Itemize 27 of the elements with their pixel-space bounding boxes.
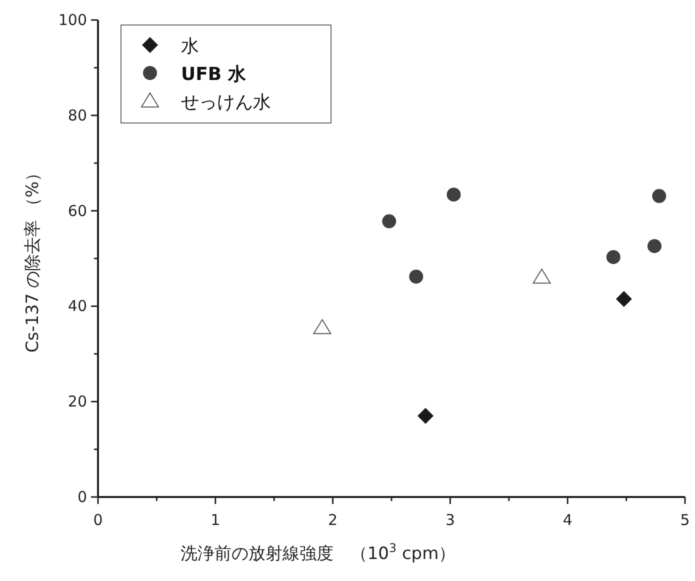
point — [313, 319, 332, 334]
x-tick-label: 1 — [210, 511, 220, 529]
legend-label: せっけん水 — [181, 92, 271, 113]
point — [409, 270, 424, 284]
point — [616, 291, 632, 308]
x-tick-label: 4 — [562, 511, 572, 529]
point — [418, 408, 434, 424]
x-tick-label: 0 — [93, 511, 103, 529]
x-tick-label: 5 — [680, 511, 690, 529]
y-tick-label: 80 — [68, 106, 87, 124]
point — [446, 188, 461, 202]
point — [606, 250, 620, 264]
x-axis-title: 洗浄前の放射線強度 （10$^{3}$ cpm） — [180, 541, 456, 564]
legend-label: 水 — [181, 36, 199, 57]
y-tick-label: 40 — [68, 297, 87, 316]
point — [647, 239, 662, 254]
x-tick-label: 3 — [445, 511, 455, 529]
point — [532, 268, 551, 284]
y-tick-label: 20 — [68, 392, 87, 411]
y-axis-title: Cs-137 の除去率 （%） — [23, 164, 43, 353]
legend-label: UFB 水 — [181, 64, 247, 85]
y-tick-label: 60 — [68, 202, 87, 220]
point — [652, 189, 666, 204]
point — [382, 214, 396, 228]
x-tick-label: 2 — [328, 511, 338, 529]
y-tick-label: 0 — [77, 488, 87, 506]
y-tick-label: 100 — [58, 11, 87, 29]
